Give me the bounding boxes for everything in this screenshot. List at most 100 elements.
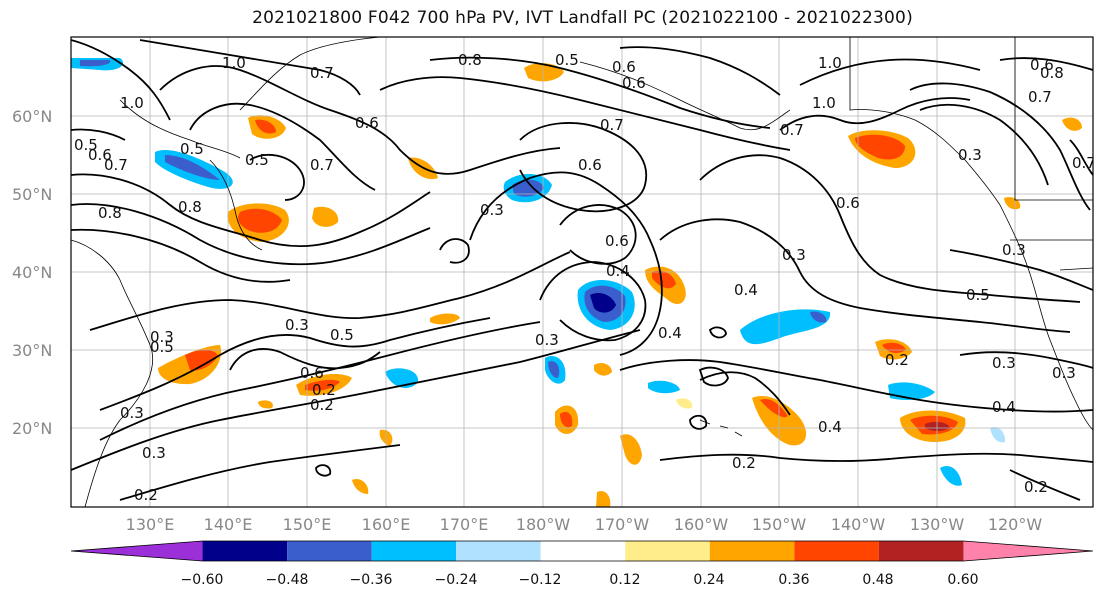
contour-label: 0.5 [245, 151, 269, 169]
contour-label: 0.8 [1040, 64, 1064, 82]
contour-label: 0.3 [480, 201, 504, 219]
contour-label: 0.4 [658, 324, 682, 342]
contour-label: 0.4 [606, 262, 630, 280]
contour-label: 0.5 [150, 338, 174, 356]
lon-label: 130°W [910, 515, 965, 534]
contour-label: 1.0 [222, 54, 246, 72]
contour-label: 0.3 [120, 404, 144, 422]
contour-label: 0.2 [885, 351, 909, 369]
lon-label: 140°E [204, 515, 253, 534]
contour-label: 0.7 [1072, 154, 1096, 172]
lon-label: 180°W [516, 515, 571, 534]
contour-label: 0.8 [178, 198, 202, 216]
lon-label: 160°E [362, 515, 411, 534]
contour-label: 0.5 [180, 140, 204, 158]
contour-label: 0.3 [535, 331, 559, 349]
contour-label: 0.3 [1002, 241, 1026, 259]
contour-label: 1.0 [120, 94, 144, 112]
colorbar-ticks: −0.60 −0.48 −0.36 −0.24 −0.12 0.12 0.24 … [181, 572, 979, 588]
lat-label: 40°N [12, 263, 52, 282]
lon-label: 150°W [752, 515, 807, 534]
colorbar-tick-label: −0.48 [266, 572, 309, 588]
lat-label: 30°N [12, 341, 52, 360]
longitude-labels: 130°E 140°E 150°E 160°E 170°E 180°W 170°… [126, 515, 1043, 534]
lon-label: 160°W [674, 515, 729, 534]
contour-label: 0.4 [992, 398, 1016, 416]
colorbar-segment [202, 541, 288, 561]
contour-label: 0.5 [555, 51, 579, 69]
contour-label: 1.0 [812, 94, 836, 112]
contour-label: 0.5 [330, 326, 354, 344]
colorbar-tick-label: −0.24 [435, 572, 478, 588]
colorbar-segment [371, 541, 457, 561]
colorbar-tick-label: 0.12 [609, 572, 640, 588]
contour-label: 0.2 [312, 381, 336, 399]
contour-label: 0.3 [142, 444, 166, 462]
contour-label: 0.4 [818, 418, 842, 436]
contour-label: 0.6 [836, 194, 860, 212]
contour-label: 0.5 [74, 136, 98, 154]
contour-label: 0.8 [458, 51, 482, 69]
contour-label-group: 1.0 0.7 0.8 0.5 0.6 1.0 0.6 0.5 0.7 0.8 … [74, 51, 1096, 504]
lat-label: 60°N [12, 107, 52, 126]
graticule [71, 37, 1093, 507]
contour-label: 0.6 [578, 156, 602, 174]
colorbar-segment [963, 541, 1093, 561]
contour-label: 0.7 [600, 116, 624, 134]
contour-label: 0.2 [134, 486, 158, 504]
contour-label: 0.7 [104, 156, 128, 174]
colorbar-outline [70, 540, 1094, 562]
colorbar-tick-label: −0.60 [181, 572, 224, 588]
contour-label: 0.6 [88, 146, 112, 164]
colorbar-tick-label: 0.24 [693, 572, 724, 588]
colorbar-segments [70, 540, 1094, 562]
contour-label: 0.2 [732, 454, 756, 472]
contour-label: 0.8 [98, 204, 122, 222]
lon-label: 140°W [831, 515, 886, 534]
lon-label: 130°E [126, 515, 175, 534]
lon-label: 170°E [440, 515, 489, 534]
lon-label: 120°W [988, 515, 1043, 534]
contour-label: 0.7 [1028, 88, 1052, 106]
colorbar-segment [287, 541, 372, 561]
contour-label: 0.3 [285, 316, 309, 334]
lon-label: 150°E [283, 515, 332, 534]
contour-lines [71, 39, 1093, 501]
colorbar-tick-label: −0.12 [519, 572, 562, 588]
colorbar-segment [794, 541, 879, 561]
contour-label: 0.2 [310, 396, 334, 414]
contour-label: 0.4 [734, 281, 758, 299]
colorbar-tick-label: 0.36 [778, 572, 809, 588]
contour-label: 0.6 [1030, 56, 1054, 74]
contour-label: 0.3 [782, 246, 806, 264]
colorbar-tick-label: 0.48 [862, 572, 893, 588]
contour-label: 0.3 [150, 328, 174, 346]
contour-label: 0.7 [310, 64, 334, 82]
contour-label: 0.5 [966, 286, 990, 304]
contour-label: 0.3 [958, 146, 982, 164]
contour-label: 0.6 [300, 364, 324, 382]
colorbar-segment [456, 541, 541, 561]
colorbar: −0.60 −0.48 −0.36 −0.24 −0.12 0.12 0.24 … [70, 540, 1094, 588]
map-title: 2021021800 F042 700 hPa PV, IVT Landfall… [252, 8, 913, 28]
colorbar-segment [71, 541, 203, 561]
colorbar-tick-label: 0.60 [947, 572, 978, 588]
contour-label: 0.6 [622, 74, 646, 92]
colorbar-segment [878, 541, 964, 561]
colorbar-segment [709, 541, 795, 561]
lat-label: 50°N [12, 185, 52, 204]
colorbar-segment [540, 541, 626, 561]
contour-label: 0.2 [1024, 478, 1048, 496]
map-border [70, 36, 1094, 508]
colorbar-segment [625, 541, 710, 561]
contour-label: 0.7 [310, 156, 334, 174]
contour-label: 0.6 [612, 58, 636, 76]
contour-label: 0.6 [355, 114, 379, 132]
colorbar-tick-label: −0.36 [350, 572, 393, 588]
latitude-labels: 60°N 50°N 40°N 30°N 20°N [12, 107, 52, 438]
contour-label: 0.3 [1052, 364, 1076, 382]
contour-label: 0.3 [992, 354, 1016, 372]
lon-label: 170°W [595, 515, 650, 534]
contour-label: 0.6 [605, 232, 629, 250]
